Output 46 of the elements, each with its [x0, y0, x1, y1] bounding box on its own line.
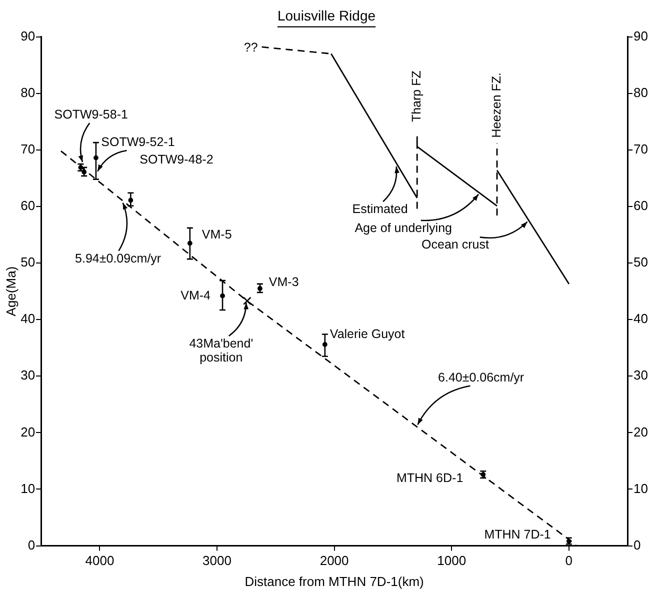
annotation: Age of underlying: [354, 220, 452, 235]
annotation: SOTW9-48-2: [140, 152, 214, 167]
y-tick-label: 80: [20, 84, 36, 100]
annotation: VM-3: [268, 274, 299, 289]
y2-tick-label: 80: [634, 84, 648, 100]
x-tick-label: 4000: [85, 553, 114, 568]
x-tick-label: 0: [565, 553, 573, 568]
x-tick-label: 2000: [320, 553, 349, 568]
y-tick-label: 0: [28, 537, 36, 552]
annotation: MTHN 7D-1: [484, 528, 551, 542]
annotation: VM-5: [202, 228, 232, 242]
annotation: MTHN 6D-1: [396, 470, 464, 485]
annotation: Estimated: [352, 202, 408, 216]
x-tick-label: 3000: [202, 553, 232, 568]
y-axis-title: Age(Ma): [3, 266, 18, 316]
y2-tick-label: 10: [634, 480, 648, 496]
y-tick-label: 70: [20, 141, 36, 156]
annotation: VM-4: [180, 288, 211, 302]
y2-tick-label: 20: [634, 424, 648, 440]
annotation: 43Ma'bend' position: [189, 336, 254, 364]
annotation: 6.40±0.06cm/yr: [438, 370, 524, 384]
annotation: ??: [244, 40, 258, 54]
annotation: Heezen FZ.: [489, 72, 504, 138]
y-tick-label: 10: [20, 480, 36, 496]
y-tick-label: 30: [20, 368, 36, 383]
annotation: Valerie Guyot: [330, 326, 406, 341]
y-tick-label: 20: [20, 424, 36, 440]
annotation: SOTW9-52-1: [101, 134, 175, 149]
y-tick-label: 60: [20, 198, 36, 214]
annotation: Tharp FZ: [410, 70, 424, 122]
y-tick-label: 40: [20, 311, 36, 326]
y2-tick-label: 30: [634, 368, 648, 383]
y2-tick-label: 40: [634, 311, 648, 326]
y2-tick-label: 70: [634, 141, 648, 156]
annotation: Ocean crust: [422, 238, 490, 252]
y2-tick-label: 0: [634, 537, 641, 552]
annotation: 5.94±0.09cm/yr: [75, 251, 162, 266]
y2-tick-label: 60: [634, 198, 648, 214]
y2-tick-label: 90: [634, 28, 648, 44]
chart-title: Louisville Ridge: [277, 7, 376, 24]
annotation: SOTW9-58-1: [54, 108, 128, 122]
x-tick-label: 1000: [437, 553, 466, 568]
y-tick-label: 50: [20, 254, 36, 270]
y-tick-label: 90: [20, 28, 36, 44]
y2-tick-label: 50: [634, 254, 648, 270]
x-axis-title: Distance from MTHN 7D-1(km): [244, 574, 424, 589]
